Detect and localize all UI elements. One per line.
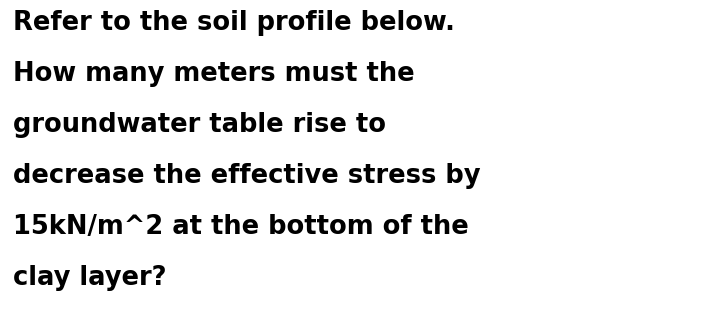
Text: Refer to the soil profile below.: Refer to the soil profile below.: [13, 10, 455, 36]
Text: clay layer?: clay layer?: [13, 265, 166, 291]
Text: 15kN/m^2 at the bottom of the: 15kN/m^2 at the bottom of the: [13, 214, 469, 240]
Text: decrease the effective stress by: decrease the effective stress by: [13, 163, 480, 189]
Text: groundwater table rise to: groundwater table rise to: [13, 112, 386, 138]
Text: How many meters must the: How many meters must the: [13, 61, 415, 87]
